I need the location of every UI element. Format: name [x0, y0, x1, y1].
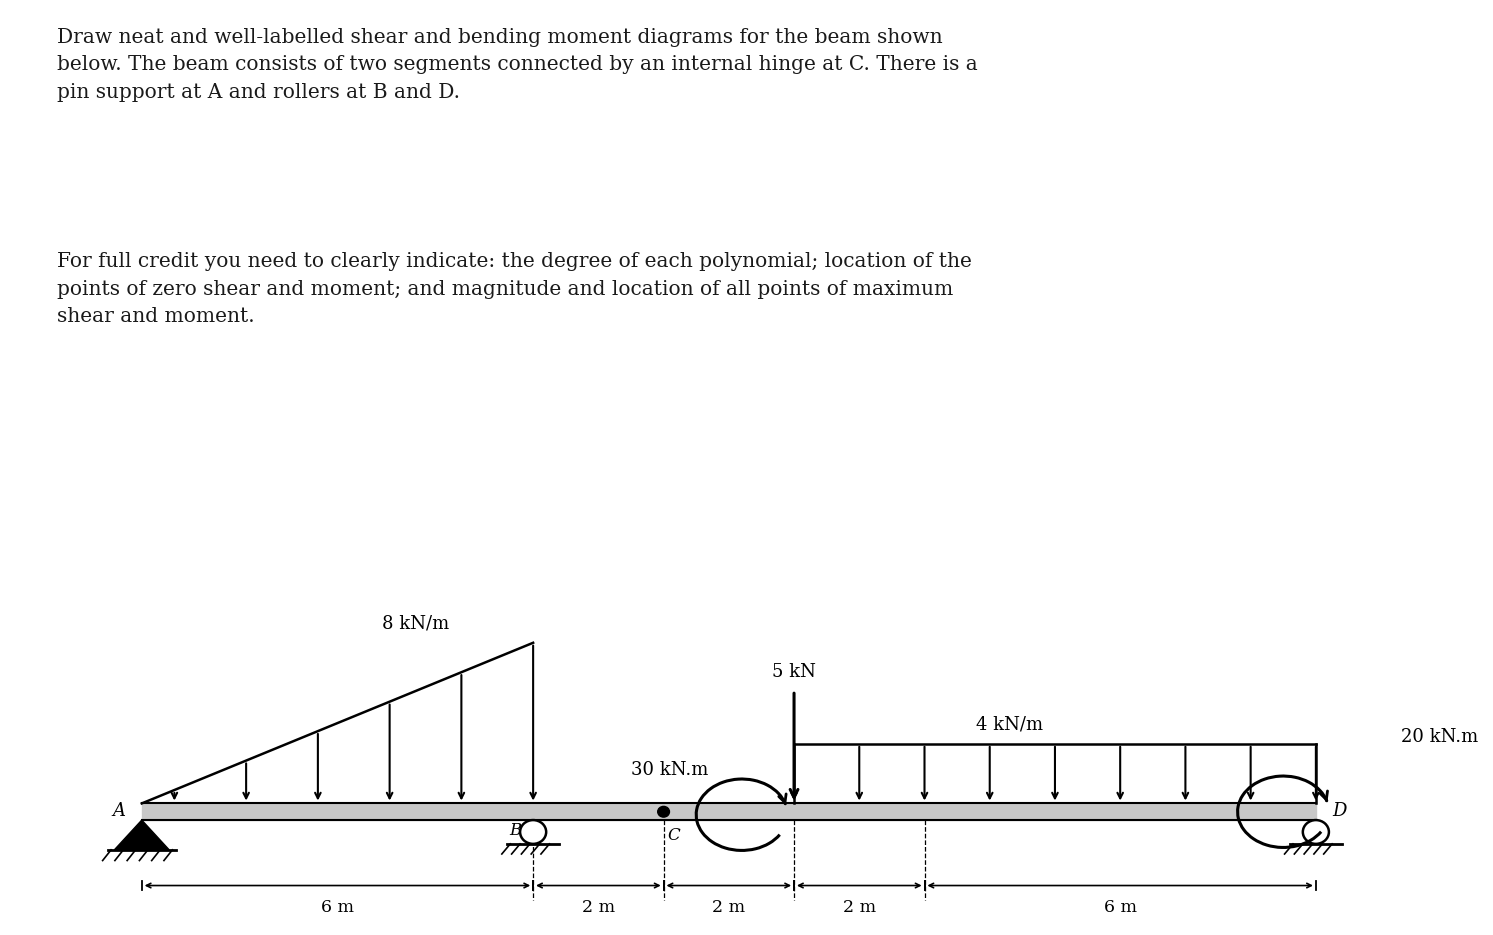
Text: 2 m: 2 m	[712, 899, 745, 915]
Text: 5 kN: 5 kN	[772, 664, 817, 682]
Text: 2 m: 2 m	[582, 899, 615, 915]
Text: D: D	[1332, 801, 1347, 820]
Circle shape	[520, 820, 546, 844]
Text: 20 kN.m: 20 kN.m	[1400, 728, 1478, 746]
Bar	[142, 803, 1315, 820]
Text: 8 kN/m: 8 kN/m	[382, 614, 449, 632]
Text: 30 kN.m: 30 kN.m	[632, 761, 709, 779]
Text: 4 kN/m: 4 kN/m	[976, 715, 1042, 733]
Text: 6 m: 6 m	[1103, 899, 1136, 915]
Circle shape	[1303, 820, 1329, 844]
Circle shape	[658, 806, 669, 817]
Polygon shape	[115, 820, 169, 850]
Text: For full credit you need to clearly indicate: the degree of each polynomial; loc: For full credit you need to clearly indi…	[57, 252, 972, 326]
Text: C: C	[667, 827, 679, 844]
Text: B: B	[509, 822, 521, 840]
Text: 6 m: 6 m	[321, 899, 354, 915]
Text: Draw neat and well-labelled shear and bending moment diagrams for the beam shown: Draw neat and well-labelled shear and be…	[57, 28, 978, 102]
Text: 2 m: 2 m	[842, 899, 876, 915]
Text: A: A	[112, 801, 125, 820]
